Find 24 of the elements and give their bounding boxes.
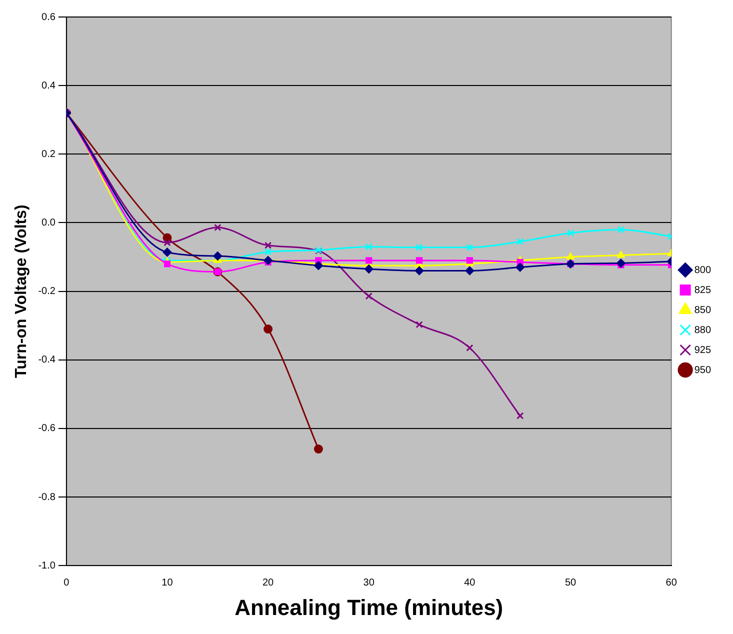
x-tick-label: 20 (262, 577, 274, 588)
legend-label: 825 (694, 284, 712, 296)
y-tick-label: -0.8 (38, 492, 56, 503)
x-tick-label: 40 (464, 577, 476, 588)
x-tick-label: 0 (64, 577, 70, 588)
y-tick-label: -1.0 (38, 560, 56, 572)
y-tick-label: 0.6 (42, 12, 56, 23)
y-tick-label: -0.2 (38, 286, 56, 298)
y-tick-label: 0.2 (42, 148, 56, 160)
legend-label: 925 (694, 344, 712, 356)
x-axis-title: Annealing Time (minutes) (234, 594, 504, 620)
x-tick-label: 30 (363, 577, 375, 588)
y-axis-title: Turn-on Voltage (Volts) (13, 204, 30, 378)
legend-label: 800 (694, 264, 712, 276)
x-tick-label: 50 (564, 577, 576, 588)
legend-label: 880 (694, 324, 712, 336)
legend-label: 850 (694, 304, 712, 316)
x-tick-label: 10 (162, 577, 174, 588)
legend-label: 950 (694, 364, 712, 376)
y-tick-label: -0.6 (38, 423, 56, 434)
y-tick-label: -0.4 (38, 354, 56, 366)
y-tick-label: 0.0 (42, 217, 56, 228)
y-tick-label: 0.4 (42, 80, 56, 92)
x-tick-label: 60 (666, 577, 678, 588)
